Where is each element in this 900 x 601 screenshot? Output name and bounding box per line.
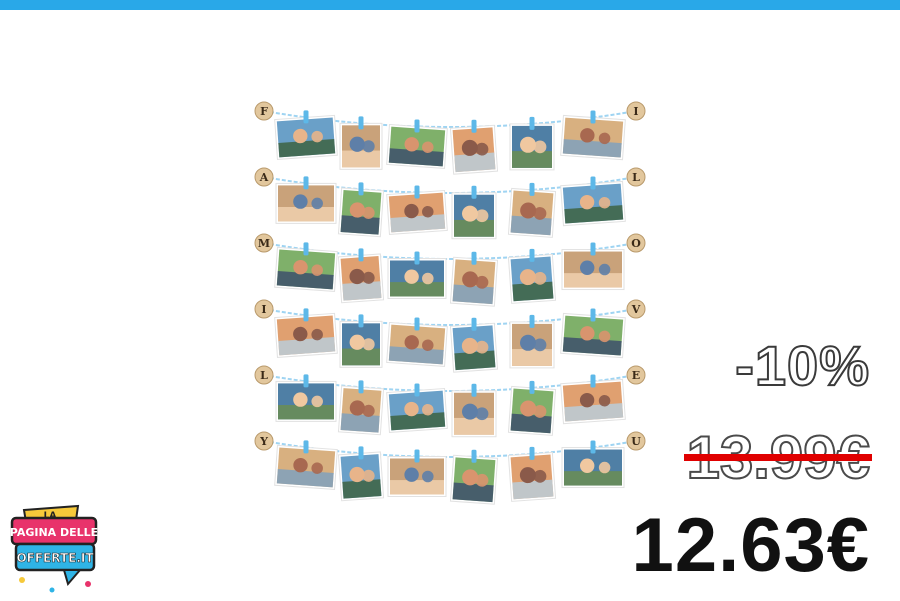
new-price: 12.63€	[631, 503, 870, 588]
photo-print	[275, 182, 337, 224]
photo-print	[337, 187, 385, 238]
photo-print	[507, 253, 557, 304]
photo-print	[507, 385, 557, 436]
svg-text:O: O	[631, 237, 641, 250]
photo-print	[387, 455, 447, 497]
photo-print	[507, 187, 557, 238]
photo-print	[339, 122, 383, 170]
svg-text:M: M	[258, 237, 270, 250]
svg-text:E: E	[632, 369, 640, 382]
photo-print	[509, 123, 555, 171]
photo-print	[274, 246, 338, 292]
letter-tag-left: Y	[254, 431, 274, 451]
letter-tag-right: I	[626, 101, 646, 121]
svg-text:F: F	[260, 105, 268, 118]
photo-print	[561, 249, 625, 291]
letter-tag-left: L	[254, 365, 274, 385]
letter-tag-left: M	[254, 233, 274, 253]
letter-tag-left: F	[254, 101, 274, 121]
photo-print	[451, 390, 497, 438]
photo-print	[560, 114, 626, 161]
letter-tag-right: U	[626, 431, 646, 451]
photo-print	[339, 320, 383, 368]
letter-tag-right: E	[626, 365, 646, 385]
photo-print	[449, 322, 499, 373]
svg-text:L: L	[632, 171, 640, 184]
photo-garland-illustration: F IA LM OI VL EY U	[254, 101, 646, 505]
logo-line1: LA	[44, 511, 57, 521]
photo-print	[386, 387, 448, 434]
photo-print	[337, 253, 385, 304]
letter-tag-right: L	[626, 167, 646, 187]
photo-print	[560, 378, 626, 425]
letter-tag-right: O	[626, 233, 646, 253]
photo-print	[560, 180, 626, 227]
svg-text:U: U	[631, 435, 641, 448]
photo-print	[449, 256, 499, 307]
svg-text:Y: Y	[259, 435, 268, 448]
letter-tag-left: A	[254, 167, 274, 187]
logo-line2: PAGINA DELLE	[10, 526, 98, 539]
photo-print	[449, 454, 499, 505]
photo-print	[274, 444, 338, 490]
photo-print	[449, 124, 499, 175]
photo-print	[507, 451, 557, 502]
photo-print	[274, 114, 338, 160]
svg-text:I: I	[633, 105, 638, 118]
photo-print	[386, 123, 448, 170]
discount-percentage: -10%	[734, 334, 870, 397]
svg-text:V: V	[631, 303, 641, 316]
photo-print	[274, 312, 338, 358]
photo-print	[509, 321, 555, 369]
photo-print	[337, 451, 385, 502]
site-logo: LA PAGINA DELLE OFFERTE.IT	[8, 500, 100, 596]
photo-print	[451, 192, 497, 240]
photo-print	[386, 189, 448, 236]
logo-line3: OFFERTE.IT	[16, 551, 94, 565]
photo-print	[560, 312, 626, 359]
photo-print	[386, 321, 448, 368]
svg-text:I: I	[261, 303, 266, 316]
photo-print	[337, 385, 385, 436]
letter-tag-right: V	[626, 299, 646, 319]
photo-print	[387, 257, 447, 299]
svg-text:L: L	[260, 369, 268, 382]
old-price-strikethrough	[684, 454, 872, 461]
svg-text:A: A	[259, 171, 269, 184]
photo-print	[275, 380, 337, 422]
photo-print	[561, 447, 625, 489]
top-accent-bar	[0, 0, 900, 10]
letter-tag-left: I	[254, 299, 274, 319]
